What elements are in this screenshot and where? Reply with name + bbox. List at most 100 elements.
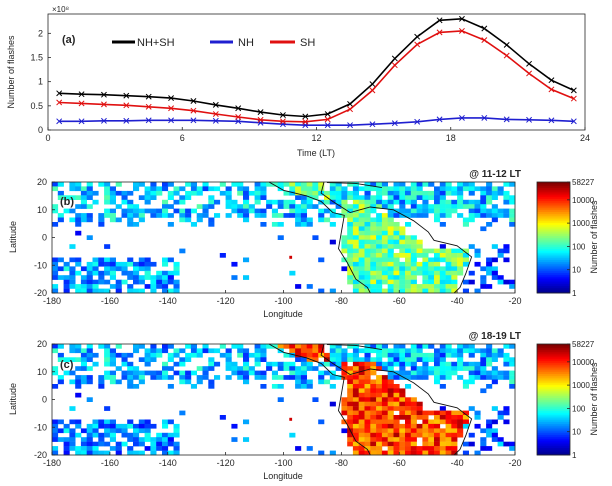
heatmap-cell	[462, 419, 469, 425]
heatmap-cell	[243, 370, 250, 376]
heatmap-cell	[410, 284, 417, 289]
heatmap-cell	[260, 384, 267, 389]
heatmap-cell	[121, 266, 128, 272]
heatmap-cell	[509, 213, 516, 218]
heatmap-cell	[347, 226, 354, 232]
heatmap-cell	[364, 397, 371, 402]
heatmap-cell	[358, 441, 365, 447]
heatmap-cell	[509, 208, 516, 214]
heatmap-cell	[98, 257, 105, 263]
heatmap-cell	[445, 375, 452, 380]
heatmap-cell	[162, 375, 169, 380]
colorbar-tick-label: 1	[572, 451, 577, 460]
heatmap-cell	[509, 222, 516, 227]
heatmap-cell	[109, 284, 116, 289]
heatmap-cell	[399, 244, 406, 249]
colorbar-segment	[537, 360, 570, 363]
map-y-tick-label: -10	[34, 422, 47, 432]
heatmap-cell	[162, 437, 169, 442]
heatmap-cell	[185, 217, 192, 223]
heatmap-cell	[150, 352, 157, 358]
heatmap-cell	[156, 446, 163, 451]
heatmap-cell	[393, 348, 400, 354]
heatmap-cell	[109, 195, 116, 200]
heatmap-cell	[156, 213, 163, 218]
heatmap-cell	[376, 195, 383, 200]
heatmap-cell	[491, 204, 498, 209]
heatmap-cell	[260, 208, 267, 214]
heatmap-cell	[121, 375, 128, 380]
colorbar-segment	[537, 451, 570, 454]
heatmap-cell	[381, 361, 388, 367]
heatmap-cell	[451, 348, 458, 354]
heatmap-cell	[480, 199, 487, 205]
heatmap-cell	[329, 190, 336, 196]
heatmap-cell	[497, 275, 504, 280]
heatmap-cell	[451, 266, 458, 272]
heatmap-cell	[237, 366, 244, 371]
heatmap-cell	[341, 357, 348, 362]
heatmap-cell	[497, 441, 504, 447]
heatmap-cell	[480, 208, 487, 214]
heatmap-cell	[347, 344, 354, 349]
heatmap-cell	[318, 217, 325, 223]
data-point-nh	[212, 117, 219, 124]
heatmap-cell	[422, 370, 429, 376]
heatmap-cell	[295, 370, 302, 376]
heatmap-cell	[381, 384, 388, 389]
heatmap-cell	[434, 217, 441, 223]
heatmap-cell	[445, 190, 452, 196]
heatmap-cell	[271, 361, 278, 367]
heatmap-cell	[486, 208, 493, 214]
heatmap-cell	[80, 279, 87, 285]
data-point-sh	[145, 103, 152, 110]
colorbar-segment	[537, 213, 570, 216]
heatmap-cell	[312, 352, 319, 358]
heatmap-cell	[439, 190, 446, 196]
heatmap-cell	[335, 366, 342, 371]
colorbar-tick-label: 1000	[572, 381, 590, 390]
heatmap-cell	[491, 419, 498, 425]
heatmap-cell	[312, 397, 319, 402]
heatmap-cell	[92, 190, 99, 196]
heatmap-cell	[167, 441, 174, 447]
heatmap-cell	[422, 266, 429, 272]
heatmap-cell	[243, 257, 250, 263]
heatmap-cell	[439, 344, 446, 349]
data-point-sh	[279, 118, 286, 125]
heatmap-cell	[121, 199, 128, 205]
map-x-tick-label: -20	[508, 296, 521, 306]
colorbar-segment	[537, 204, 570, 207]
heatmap-cell	[376, 253, 383, 258]
heatmap-cell	[462, 217, 469, 223]
heatmap-cell	[295, 182, 302, 187]
heatmap-cell	[509, 379, 516, 385]
heatmap-cell	[150, 195, 157, 200]
heatmap-cell	[341, 401, 348, 407]
heatmap-cell	[439, 199, 446, 205]
heatmap-cell	[503, 406, 510, 411]
heatmap-cell	[75, 217, 82, 223]
heatmap-cell	[434, 348, 441, 354]
heatmap-cell	[347, 270, 354, 276]
heatmap-cell	[289, 352, 296, 358]
heatmap-cell	[405, 423, 412, 429]
heatmap-cell	[179, 357, 186, 362]
heatmap-cell	[104, 279, 111, 285]
heatmap-cell	[190, 186, 197, 192]
heatmap-cell	[451, 366, 458, 371]
heatmap-cell	[457, 190, 464, 196]
heatmap-cell	[306, 352, 313, 358]
heatmap-cell	[260, 190, 267, 196]
heatmap-cell	[410, 428, 417, 434]
heatmap-cell	[410, 208, 417, 214]
data-point-nh-sh	[279, 112, 286, 118]
heatmap-cell	[364, 186, 371, 192]
heatmap-cell	[324, 208, 331, 214]
heatmap-cell	[352, 239, 359, 245]
colorbar-tick-label: 10	[572, 266, 581, 275]
heatmap-cell	[115, 217, 122, 223]
heatmap-cell	[364, 410, 371, 416]
data-point-nh-sh	[212, 101, 219, 108]
heatmap-cell	[358, 419, 365, 425]
